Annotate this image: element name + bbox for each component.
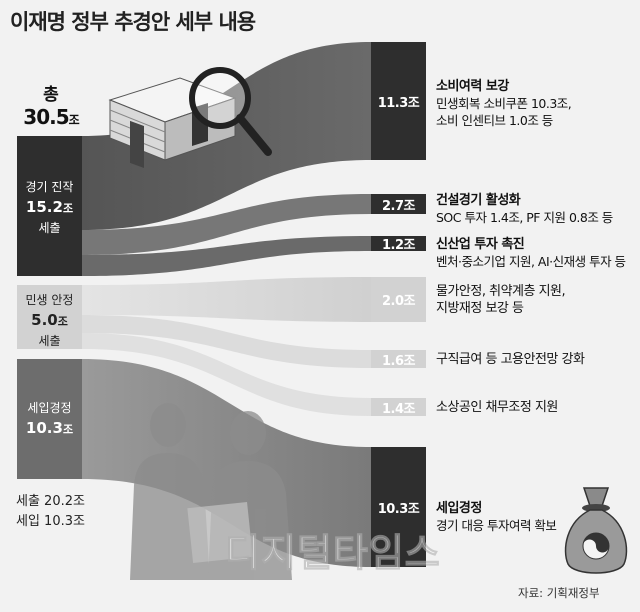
summary: 세출 20.2조 세입 10.3조 <box>16 492 85 532</box>
target-desc-consumption: 소비여력 보강 민생회복 소비쿠폰 10.3조, 소비 인센티브 1.0조 등 <box>436 79 572 128</box>
target-bar-smallbiz: 1.4조 <box>371 398 426 417</box>
flow-ribbon-newindustry <box>82 236 371 276</box>
magnifier-icon <box>189 67 272 156</box>
source-note: 자료: 기획재정부 <box>518 586 600 600</box>
flow-ribbon-smallbiz <box>82 333 371 416</box>
target-desc-construction: 건설경기 활성화 SOC 투자 1.4조, PF 지원 0.8조 등 <box>436 193 613 225</box>
target-desc-revenue: 세입경정 경기 대응 투자여력 확보 <box>436 501 557 533</box>
target-desc-smallbiz: 소상공인 채무조정 지원 <box>436 400 558 415</box>
flow-ribbon-construction <box>82 194 371 255</box>
total-amount: 총 30.5조원 <box>23 85 79 151</box>
target-bar-employment: 1.6조 <box>371 350 426 369</box>
flow-ribbon-price <box>82 277 371 322</box>
money-stack-icon <box>108 67 272 169</box>
target-desc-employment: 구직급여 등 고용안전망 강화 <box>436 352 585 367</box>
source-livelihood: 민생 안정 5.0조 세출 <box>17 285 82 349</box>
source-revenue-correction: 세입경정 10.3조 <box>17 359 82 479</box>
target-bar-consumption: 11.3조 <box>371 42 426 160</box>
target-bar-construction: 2.7조 <box>371 194 426 214</box>
target-bar-revenue: 10.3조 <box>371 447 426 567</box>
target-desc-price: 물가안정, 취약계층 지원, 지방재정 보강 등 <box>436 284 566 316</box>
flow-ribbon-employment <box>82 315 371 368</box>
page-title: 이재명 정부 추경안 세부 내용 <box>10 10 256 34</box>
target-bar-price: 2.0조 <box>371 277 426 322</box>
summary-revenue: 세입 10.3조 <box>16 514 85 529</box>
money-bag-icon <box>564 487 628 574</box>
source-stimulus: 경기 진작 15.2조 세출 <box>17 136 82 276</box>
summary-expenditure: 세출 20.2조 <box>16 494 85 509</box>
people-silhouette-icon <box>130 403 292 580</box>
target-desc-newindustry: 신산업 투자 촉진 벤처·중소기업 지원, AI·신재생 투자 등 <box>436 237 626 269</box>
target-bar-newindustry: 1.2조 <box>371 236 426 253</box>
watermark: 디지털타임스 <box>225 531 441 576</box>
